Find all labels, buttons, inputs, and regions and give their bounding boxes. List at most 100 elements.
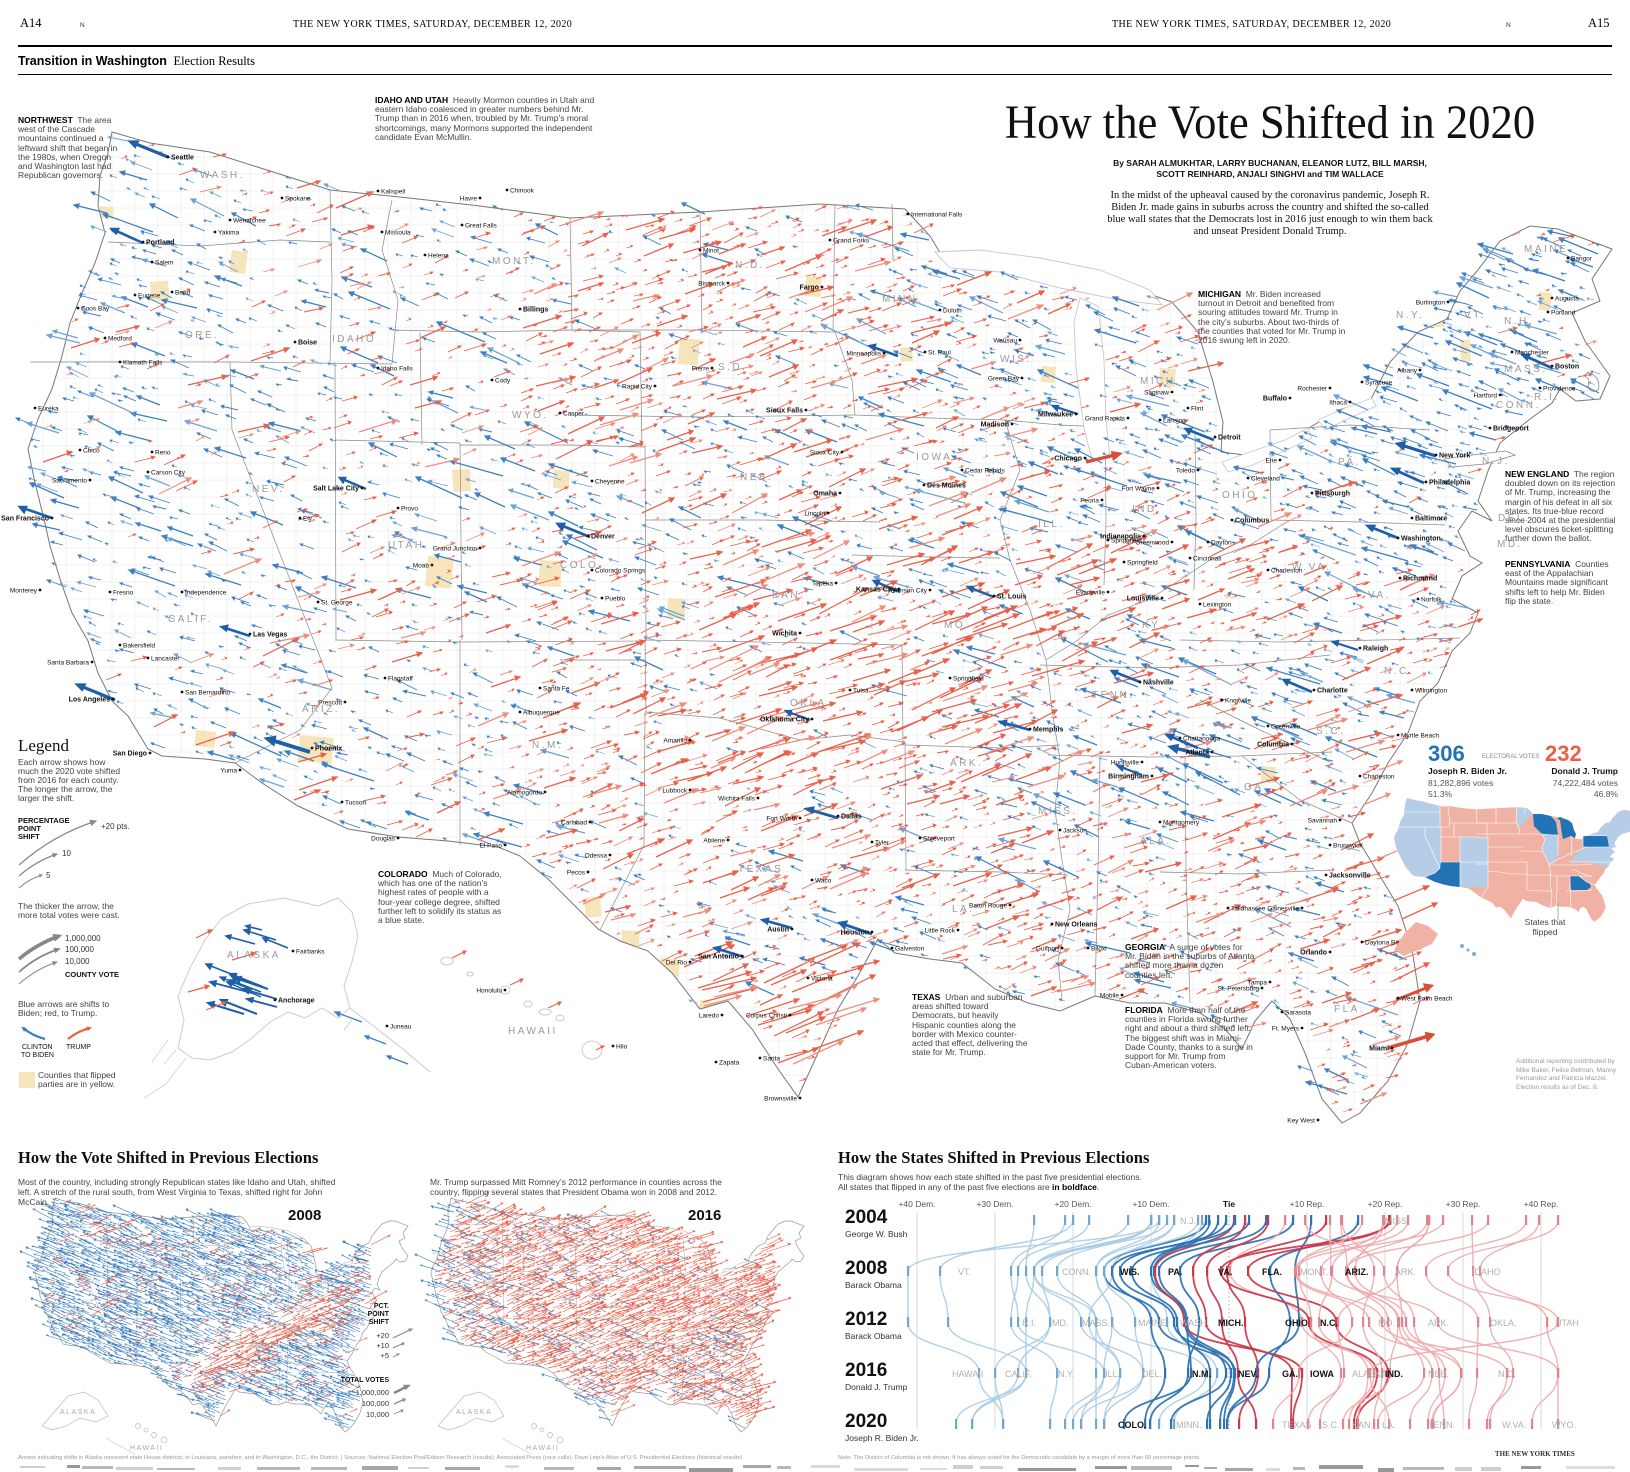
svg-text:5: 5 — [46, 871, 51, 880]
svg-text:OKLA.: OKLA. — [1490, 1318, 1517, 1328]
svg-text:Juneau: Juneau — [390, 1024, 412, 1031]
svg-text:ARK.: ARK. — [252, 1344, 266, 1350]
svg-text:Lansing: Lansing — [1163, 418, 1186, 425]
svg-text:Chattanooga: Chattanooga — [1183, 736, 1221, 743]
svg-text:Santa Barbara: Santa Barbara — [47, 660, 89, 667]
svg-text:W.VA.: W.VA. — [729, 1298, 746, 1304]
svg-text:Las Vegas: Las Vegas — [253, 632, 287, 639]
svg-text:OKLA.: OKLA. — [790, 698, 832, 709]
svg-text:Knoxville: Knoxville — [1225, 698, 1251, 705]
svg-text:IOWA: IOWA — [916, 452, 952, 463]
svg-text:Idaho Falls: Idaho Falls — [381, 366, 414, 373]
svg-text:Galveston: Galveston — [895, 946, 925, 953]
svg-text:ORE.: ORE. — [72, 1243, 87, 1249]
svg-text:Klamath Falls: Klamath Falls — [123, 360, 163, 367]
svg-text:Green Bay: Green Bay — [988, 376, 1020, 383]
svg-text:ALA.: ALA. — [297, 1362, 310, 1368]
svg-text:Mobile: Mobile — [1100, 993, 1120, 1000]
svg-text:1,000,000: 1,000,000 — [65, 934, 101, 943]
svg-text:N.M.: N.M. — [154, 1340, 167, 1346]
svg-text:KY.: KY. — [693, 1311, 702, 1317]
svg-text:Topeka: Topeka — [812, 581, 833, 588]
svg-text:ARIZ.: ARIZ. — [1345, 1267, 1369, 1277]
svg-text:Little Rock: Little Rock — [925, 928, 956, 935]
svg-text:Bangor: Bangor — [1571, 256, 1593, 263]
svg-text:Victoria: Victoria — [811, 976, 833, 983]
svg-text:Denver: Denver — [591, 534, 615, 541]
svg-text:GA.: GA. — [717, 1349, 727, 1355]
svg-text:MONT.: MONT. — [144, 1226, 163, 1232]
svg-text:Greenwood: Greenwood — [1135, 540, 1169, 547]
svg-text:Dayton: Dayton — [1211, 540, 1232, 547]
svg-text:+40 Dem.: +40 Dem. — [898, 1199, 935, 1209]
svg-text:FLA.: FLA. — [1262, 1267, 1282, 1277]
svg-text:Great Falls: Great Falls — [465, 223, 498, 230]
svg-text:Wilmington: Wilmington — [1415, 688, 1448, 695]
svg-text:IOWA: IOWA — [244, 1272, 260, 1278]
svg-text:Eugene: Eugene — [138, 293, 161, 300]
svg-text:Lancaster: Lancaster — [151, 656, 180, 663]
svg-text:Medford: Medford — [108, 336, 132, 343]
svg-text:MINN.: MINN. — [632, 1235, 649, 1241]
svg-text:Washington: Washington — [1401, 536, 1441, 543]
svg-text:MISS.: MISS. — [1385, 1216, 1410, 1226]
svg-text:Richmond: Richmond — [1403, 576, 1437, 583]
svg-text:+40 Rep.: +40 Rep. — [1524, 1199, 1559, 1209]
svg-text:IND.: IND. — [295, 1284, 307, 1290]
svg-text:Sarita: Sarita — [763, 1056, 780, 1063]
svg-text:ARK.: ARK. — [1395, 1267, 1416, 1277]
svg-text:COLO.: COLO. — [160, 1297, 179, 1303]
svg-text:S.C.: S.C. — [338, 1336, 350, 1342]
svg-text:MD.: MD. — [1052, 1318, 1069, 1328]
svg-text:Prescott: Prescott — [318, 700, 342, 707]
svg-text:Cincinnati: Cincinnati — [1193, 556, 1222, 563]
svg-text:Portland: Portland — [1551, 310, 1576, 317]
svg-text:N.M.: N.M. — [532, 740, 563, 751]
svg-text:Houston: Houston — [841, 930, 869, 937]
svg-text:R.I.: R.I. — [1022, 1318, 1036, 1328]
svg-text:ARIZ.: ARIZ. — [496, 1331, 512, 1337]
svg-text:Evansville: Evansville — [1076, 590, 1106, 597]
svg-text:San Diego: San Diego — [113, 751, 147, 758]
svg-text:OHIO: OHIO — [1285, 1318, 1308, 1328]
svg-text:MICH.: MICH. — [1218, 1318, 1244, 1328]
svg-text:TEXAS: TEXAS — [738, 864, 783, 875]
svg-text:MICH.: MICH. — [297, 1254, 314, 1260]
svg-text:IDAHO: IDAHO — [503, 1244, 522, 1250]
svg-text:DEL.: DEL. — [1142, 1369, 1162, 1379]
svg-text:San Antonio: San Antonio — [698, 954, 739, 961]
svg-text:Sioux Falls: Sioux Falls — [766, 408, 803, 415]
svg-text:Helena: Helena — [428, 253, 449, 260]
svg-text:Austin: Austin — [767, 927, 789, 934]
svg-text:LA.: LA. — [649, 1378, 658, 1384]
svg-text:IOWA: IOWA — [640, 1272, 656, 1278]
svg-text:Biloxi: Biloxi — [1091, 946, 1107, 953]
svg-text:Flagstaff: Flagstaff — [388, 676, 413, 683]
svg-text:S.D.: S.D. — [198, 1251, 210, 1257]
svg-text:Grand Junction: Grand Junction — [433, 546, 477, 553]
svg-text:MAINE: MAINE — [1138, 1318, 1167, 1328]
svg-text:Des Moines: Des Moines — [927, 483, 966, 490]
svg-text:Del Rio: Del Rio — [666, 960, 688, 967]
svg-text:ILL.: ILL. — [273, 1287, 284, 1293]
svg-text:Omaha: Omaha — [813, 491, 837, 498]
svg-text:Wenatchee: Wenatchee — [233, 218, 266, 225]
svg-text:Syracuse: Syracuse — [1365, 380, 1392, 387]
svg-text:MASS.: MASS. — [1504, 364, 1548, 375]
svg-text:N.H.: N.H. — [1504, 316, 1534, 327]
svg-text:Minot: Minot — [703, 248, 719, 255]
svg-text:OHIO: OHIO — [1222, 490, 1258, 501]
svg-text:ARIZ.: ARIZ. — [100, 1331, 116, 1337]
svg-text:TENN.: TENN. — [682, 1328, 700, 1334]
svg-text:Sacramento: Sacramento — [52, 478, 87, 485]
svg-text:MONT.: MONT. — [492, 256, 536, 267]
svg-text:Manchester: Manchester — [1515, 350, 1550, 357]
svg-text:NEB.: NEB. — [203, 1276, 217, 1282]
svg-text:Springfield: Springfield — [1111, 538, 1142, 545]
svg-text:Coos Bay: Coos Bay — [81, 306, 110, 313]
svg-text:Moab: Moab — [413, 563, 430, 570]
svg-text:PA.: PA. — [1168, 1267, 1182, 1277]
svg-text:Tulsa: Tulsa — [853, 688, 869, 695]
svg-text:+30 Dem.: +30 Dem. — [976, 1199, 1013, 1209]
svg-text:N.C.: N.C. — [1320, 1318, 1338, 1328]
